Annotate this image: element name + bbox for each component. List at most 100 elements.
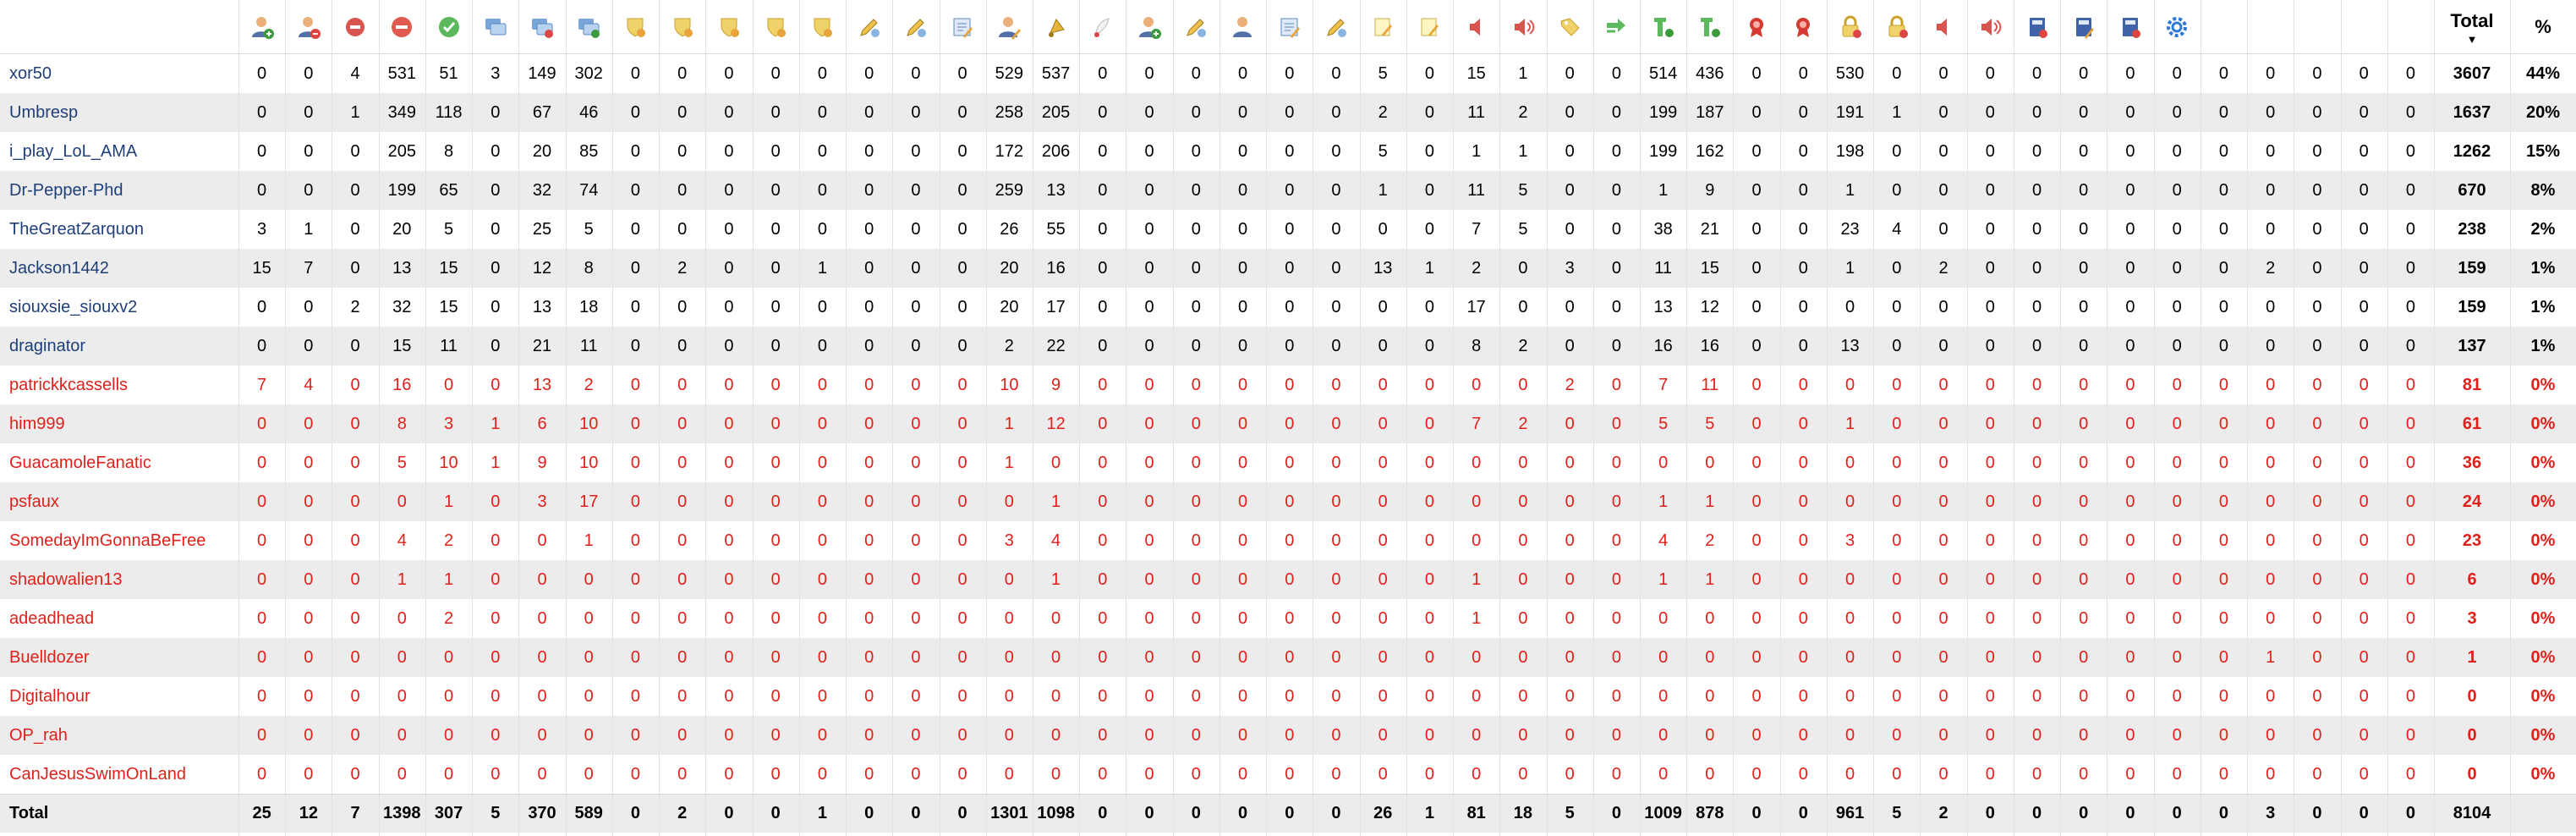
action-count-cell: 0 xyxy=(1892,141,1902,161)
approve-check-icon[interactable] xyxy=(425,0,472,54)
user-add-icon[interactable] xyxy=(1126,0,1172,54)
action-count-cell: 0 xyxy=(2125,686,2135,706)
username-link[interactable]: Dr-Pepper-Phd xyxy=(9,180,123,200)
action-count-cell: 0 xyxy=(1518,453,1528,472)
header-total-sort[interactable]: Total ▼ xyxy=(2434,0,2510,54)
column-total-cell: 7 xyxy=(350,803,360,822)
flair-icon[interactable] xyxy=(1686,0,1733,54)
action-count-cell: 3 xyxy=(257,219,267,239)
flair-icon[interactable] xyxy=(1640,0,1686,54)
action-count-cell: 0 xyxy=(2266,764,2276,784)
action-count-cell: 0 xyxy=(1285,375,1295,394)
action-count-cell: 0 xyxy=(1845,492,1855,511)
username-link[interactable]: GuacamoleFanatic xyxy=(9,453,151,472)
comments-blue-icon[interactable] xyxy=(472,0,518,54)
shield-icon[interactable] xyxy=(705,0,752,54)
row-percent-cell: 1% xyxy=(2530,258,2556,278)
feather-icon[interactable] xyxy=(1079,0,1126,54)
shield-icon[interactable] xyxy=(799,0,846,54)
username-link[interactable]: i_play_LoL_AMA xyxy=(9,141,138,161)
mute-icon[interactable] xyxy=(1453,0,1499,54)
shield-icon[interactable] xyxy=(659,0,705,54)
action-count-cell: 0 xyxy=(2218,375,2228,394)
username-link[interactable]: Buelldozer xyxy=(9,647,90,667)
award-ribbon-icon[interactable] xyxy=(1733,0,1779,54)
username-link[interactable]: him999 xyxy=(9,414,65,433)
username-link[interactable]: CanJesusSwimOnLand xyxy=(9,764,186,784)
username-link[interactable]: TheGreatZarquon xyxy=(9,219,144,239)
username-link[interactable]: Umbresp xyxy=(9,102,79,122)
book-edit-icon[interactable] xyxy=(2060,0,2107,54)
username-link[interactable]: SomedayImGonnaBeFree xyxy=(9,531,206,550)
shield-icon[interactable] xyxy=(753,0,799,54)
pencil-icon[interactable] xyxy=(1173,0,1219,54)
username-link[interactable]: shadowalien13 xyxy=(9,569,123,589)
wiki-edit-icon[interactable] xyxy=(1266,0,1313,54)
username-link[interactable]: xor50 xyxy=(9,63,52,83)
username-link[interactable]: Jackson1442 xyxy=(9,258,109,278)
pencil-icon[interactable] xyxy=(1313,0,1359,54)
volume-icon[interactable] xyxy=(1499,0,1546,54)
bell-icon[interactable] xyxy=(1033,0,1079,54)
user-remove-icon[interactable] xyxy=(285,0,332,54)
pencil-icon[interactable] xyxy=(846,0,892,54)
header-percent[interactable]: % xyxy=(2510,0,2576,54)
user-add-icon[interactable] xyxy=(238,0,285,54)
username-link[interactable]: psfaux xyxy=(9,492,59,511)
share-arrow-icon[interactable] xyxy=(1593,0,1640,54)
note-icon[interactable] xyxy=(1406,0,1453,54)
tag-icon[interactable] xyxy=(1547,0,1593,54)
action-count-cell: 0 xyxy=(1518,531,1528,550)
action-count-cell: 0 xyxy=(2312,297,2322,316)
username-link[interactable]: draginator xyxy=(9,336,86,355)
ban-red-icon[interactable] xyxy=(379,0,425,54)
action-count-cell: 55 xyxy=(1046,219,1066,239)
settings-gear-icon[interactable] xyxy=(2154,0,2201,54)
column-total-cell: 5 xyxy=(1892,803,1902,822)
action-count-cell: 0 xyxy=(2125,764,2135,784)
action-count-cell: 0 xyxy=(1892,725,1902,745)
action-count-cell: 0 xyxy=(1845,725,1855,745)
column-separator xyxy=(612,0,613,836)
wiki-edit-icon[interactable] xyxy=(940,0,986,54)
mute-icon[interactable] xyxy=(1920,0,1966,54)
action-count-cell: 0 xyxy=(911,725,921,745)
action-count-cell: 0 xyxy=(864,180,874,200)
username-link[interactable]: OP_rah xyxy=(9,725,68,745)
username-link[interactable]: siouxsie_siouxv2 xyxy=(9,297,138,316)
username-link[interactable]: adeadhead xyxy=(9,608,95,628)
action-count-cell: 0 xyxy=(724,686,734,706)
action-count-cell: 85 xyxy=(579,141,599,161)
action-count-cell: 0 xyxy=(304,608,314,628)
lock-icon[interactable] xyxy=(1873,0,1920,54)
action-count-cell: 0 xyxy=(677,453,688,472)
user-edit-icon[interactable] xyxy=(986,0,1033,54)
award-ribbon-icon[interactable] xyxy=(1780,0,1827,54)
row-percent-cell: 0% xyxy=(2530,608,2556,628)
shield-icon[interactable] xyxy=(612,0,659,54)
action-count-cell: 0 xyxy=(1751,764,1762,784)
action-count-cell: 0 xyxy=(2172,102,2182,122)
action-count-cell: 0 xyxy=(817,492,827,511)
volume-icon[interactable] xyxy=(1967,0,2014,54)
book-icon[interactable] xyxy=(2107,0,2153,54)
user-icon[interactable] xyxy=(1219,0,1266,54)
action-count-cell: 0 xyxy=(1611,569,1621,589)
action-count-cell: 11 xyxy=(440,336,458,355)
ban-icon[interactable] xyxy=(332,0,378,54)
action-count-cell: 0 xyxy=(257,492,267,511)
action-count-cell: 0 xyxy=(864,102,874,122)
comments-add-icon[interactable] xyxy=(566,0,612,54)
username-link[interactable]: Digitalhour xyxy=(9,686,90,706)
action-count-cell: 0 xyxy=(1798,764,1808,784)
pencil-icon[interactable] xyxy=(892,0,939,54)
book-icon[interactable] xyxy=(2014,0,2060,54)
comments-remove-icon[interactable] xyxy=(518,0,565,54)
action-count-cell: 0 xyxy=(2359,63,2369,83)
lock-icon[interactable] xyxy=(1827,0,1873,54)
note-icon[interactable] xyxy=(1360,0,1406,54)
username-link[interactable]: patrickkcassells xyxy=(9,375,129,394)
action-count-cell: 0 xyxy=(2359,608,2369,628)
action-count-cell: 0 xyxy=(2405,686,2415,706)
action-count-cell: 0 xyxy=(1892,375,1902,394)
